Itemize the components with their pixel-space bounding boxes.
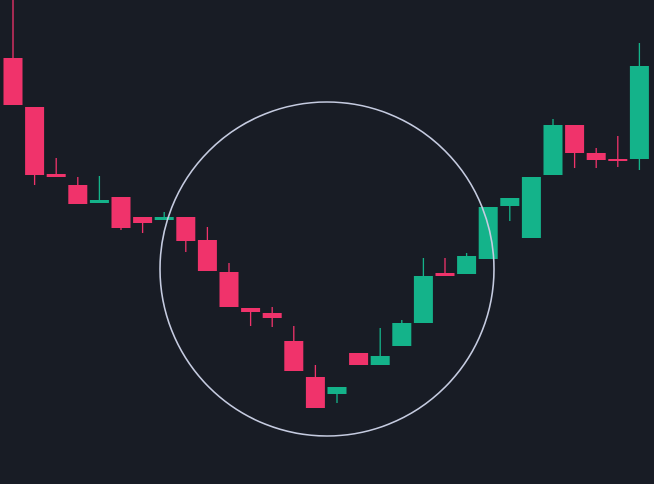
candle-body (500, 198, 520, 206)
candle-body (241, 308, 261, 312)
candle-body (68, 185, 88, 204)
candle-body (370, 356, 390, 365)
candle-body (3, 58, 23, 105)
candle-body (284, 341, 304, 371)
highlight-circle (159, 101, 495, 437)
candle-body (608, 159, 628, 161)
candle-body (197, 240, 217, 271)
candle-body (46, 174, 66, 177)
candle-body (478, 207, 498, 259)
candle-body (413, 276, 433, 323)
candle-body (565, 125, 585, 153)
candle-body (111, 197, 131, 228)
candle-body (176, 217, 196, 241)
candle-body (327, 387, 347, 394)
candle-body (629, 66, 649, 159)
candle-body (305, 377, 325, 408)
candle-body (435, 273, 455, 276)
candle-body (457, 256, 477, 274)
candle-body (262, 313, 282, 318)
candle-body (89, 200, 109, 203)
candle-body (154, 217, 174, 220)
candle-body (521, 177, 541, 238)
candle-body (586, 153, 606, 160)
candle-body (25, 107, 45, 175)
candle-body (133, 217, 153, 223)
candle-body (219, 272, 239, 307)
candle-body (349, 353, 369, 365)
candle-body (543, 125, 563, 175)
candle-body (392, 323, 412, 346)
